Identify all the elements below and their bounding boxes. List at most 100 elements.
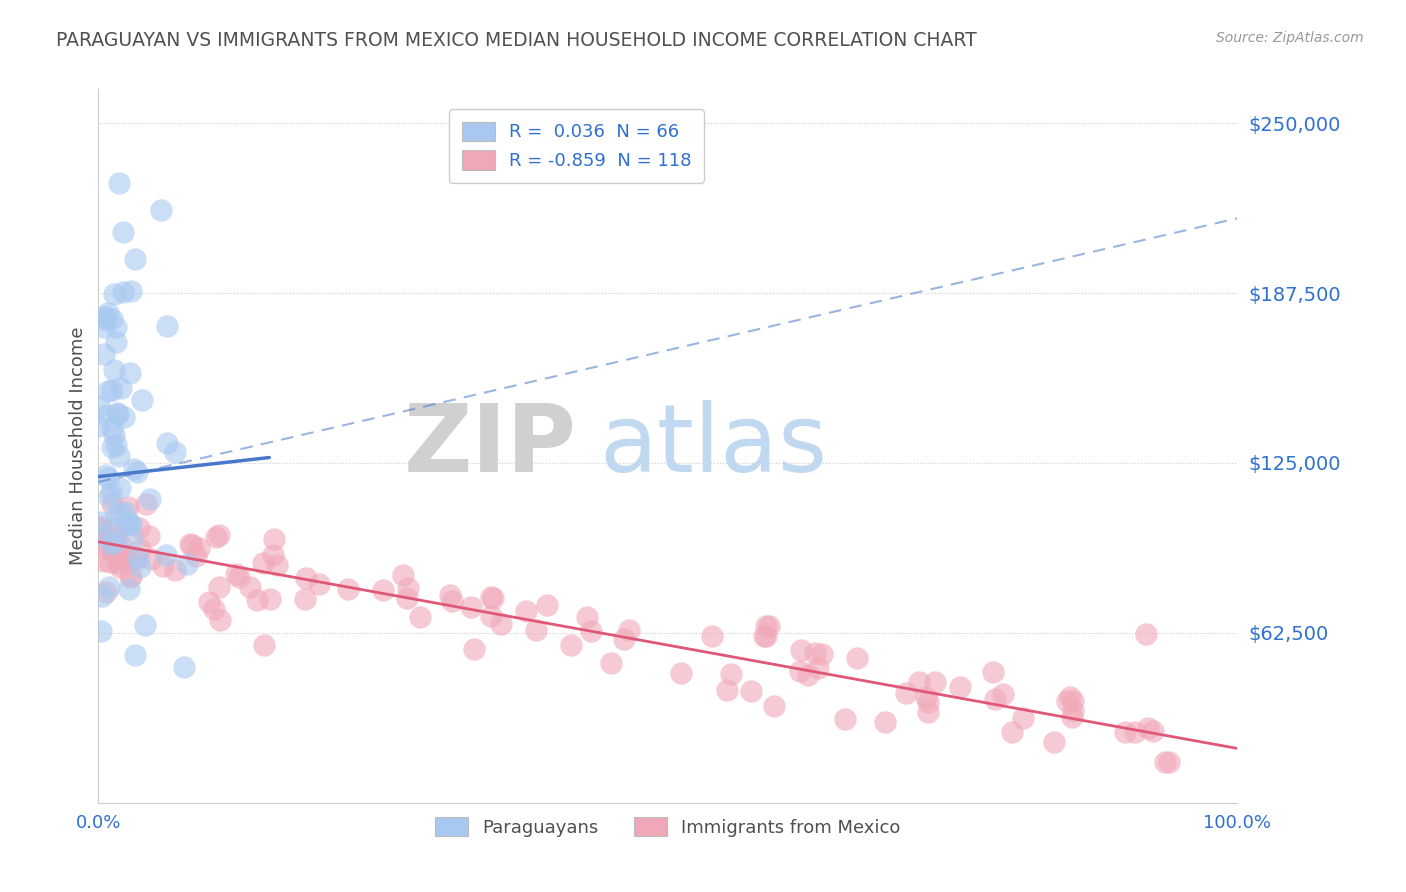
Point [789, 642, 811, 657]
Point [120, 517, 142, 532]
Point [917, 695, 939, 709]
Point [94, 311, 117, 326]
Point [139, 491, 162, 506]
Point [120, 569, 142, 583]
Point [762, 699, 785, 714]
Point [97, 384, 120, 398]
Point [1136, 721, 1159, 735]
Point [89, 527, 111, 541]
Point [173, 660, 195, 674]
Point [155, 548, 177, 562]
Point [208, 581, 231, 595]
Point [205, 530, 228, 544]
Point [104, 508, 127, 522]
Point [124, 252, 146, 266]
Point [225, 566, 247, 581]
Point [198, 595, 221, 609]
Point [115, 516, 138, 530]
Point [108, 481, 131, 495]
Point [1042, 735, 1064, 749]
Point [1142, 724, 1164, 739]
Point [440, 593, 463, 607]
Point [439, 588, 461, 602]
Point [917, 705, 939, 719]
Point [308, 577, 330, 591]
Point [91, 589, 114, 603]
Point [110, 381, 132, 395]
Point [121, 532, 143, 546]
Point [1062, 694, 1084, 708]
Point [103, 287, 125, 301]
Point [524, 623, 547, 637]
Point [156, 318, 179, 333]
Point [111, 225, 134, 239]
Point [789, 665, 811, 679]
Point [152, 558, 174, 573]
Point [262, 548, 284, 562]
Point [252, 556, 274, 570]
Point [700, 629, 723, 643]
Point [97, 471, 120, 485]
Point [128, 521, 150, 535]
Point [489, 616, 512, 631]
Point [536, 599, 558, 613]
Point [138, 529, 160, 543]
Point [120, 366, 142, 380]
Point [124, 550, 146, 565]
Point [114, 505, 136, 519]
Point [96, 541, 118, 555]
Point [259, 591, 281, 606]
Point [100, 441, 122, 455]
Point [1135, 627, 1157, 641]
Point [208, 613, 231, 627]
Point [124, 648, 146, 662]
Point [101, 543, 124, 558]
Point [89, 533, 111, 548]
Point [94, 309, 117, 323]
Text: ZIP: ZIP [404, 400, 576, 492]
Point [720, 667, 742, 681]
Point [263, 532, 285, 546]
Point [89, 516, 111, 530]
Point [481, 608, 503, 623]
Point [96, 306, 118, 320]
Point [100, 484, 122, 499]
Point [180, 538, 202, 552]
Point [228, 569, 250, 583]
Point [238, 580, 260, 594]
Point [207, 528, 229, 542]
Point [135, 497, 157, 511]
Point [295, 571, 318, 585]
Point [131, 393, 153, 408]
Point [114, 547, 136, 561]
Point [600, 656, 623, 670]
Point [983, 692, 1005, 706]
Point [1012, 711, 1035, 725]
Point [125, 465, 148, 479]
Point [94, 409, 117, 423]
Point [1059, 690, 1081, 704]
Point [163, 563, 186, 577]
Legend: Paraguayans, Immigrants from Mexico: Paraguayans, Immigrants from Mexico [427, 809, 908, 844]
Point [617, 623, 640, 637]
Point [108, 449, 131, 463]
Point [93, 347, 115, 361]
Text: atlas: atlas [599, 400, 828, 492]
Point [104, 522, 127, 536]
Point [576, 609, 599, 624]
Point [103, 521, 125, 535]
Point [392, 568, 415, 582]
Point [993, 687, 1015, 701]
Point [1060, 710, 1083, 724]
Point [118, 582, 141, 596]
Point [409, 609, 432, 624]
Point [120, 284, 142, 298]
Point [105, 406, 128, 420]
Point [396, 581, 419, 595]
Point [101, 383, 124, 397]
Point [755, 628, 778, 642]
Point [579, 624, 602, 639]
Point [112, 285, 135, 299]
Point [90, 624, 112, 638]
Point [834, 713, 856, 727]
